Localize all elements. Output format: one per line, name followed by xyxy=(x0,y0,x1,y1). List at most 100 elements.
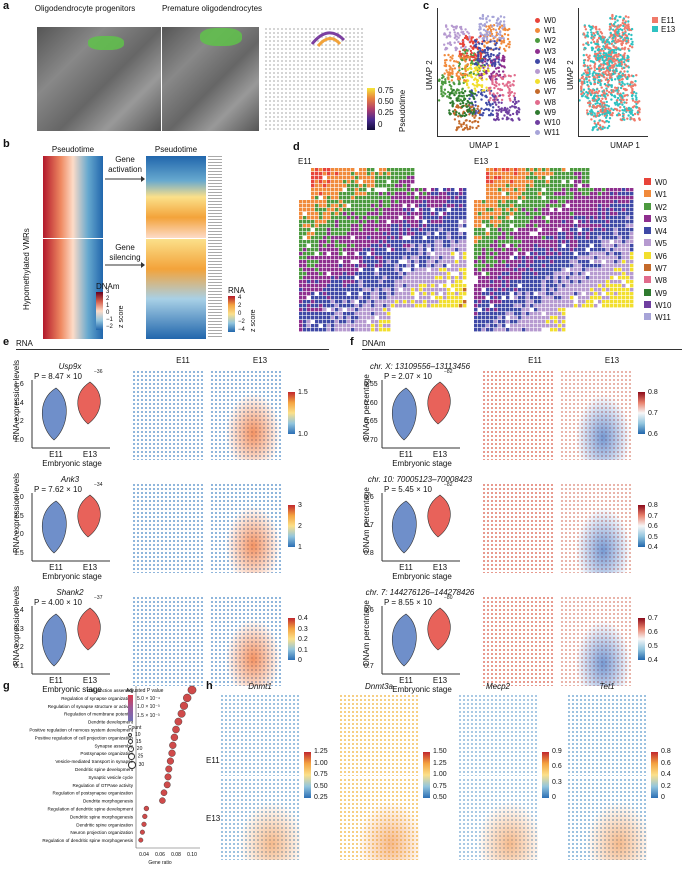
spot xyxy=(395,200,399,204)
umap-point xyxy=(451,57,454,60)
umap-point xyxy=(437,99,441,102)
umap-point xyxy=(476,105,480,108)
spot xyxy=(530,184,534,188)
spot xyxy=(550,320,554,324)
spot xyxy=(359,296,363,300)
spot xyxy=(375,276,379,280)
spot xyxy=(598,220,602,224)
spot xyxy=(574,184,578,188)
dnam-colorbar xyxy=(96,292,103,330)
spot xyxy=(586,292,590,296)
e11-swatch xyxy=(652,17,658,23)
umap-point xyxy=(502,70,505,73)
umap-point xyxy=(466,128,469,131)
legend-item: W1 xyxy=(535,26,560,36)
spot xyxy=(419,264,423,268)
spot xyxy=(335,304,339,308)
spot xyxy=(411,224,415,228)
spot xyxy=(331,308,335,312)
spot xyxy=(506,308,510,312)
spot xyxy=(606,216,610,220)
spot xyxy=(359,308,363,312)
umap-point xyxy=(615,101,619,104)
spot xyxy=(395,208,399,212)
umap-point xyxy=(465,36,469,39)
spot xyxy=(558,264,562,268)
b-right-title: Pseudotime xyxy=(154,145,198,154)
spot xyxy=(610,232,614,236)
spot xyxy=(574,272,578,276)
spot xyxy=(347,192,351,196)
spot xyxy=(371,180,375,184)
spot xyxy=(363,228,367,232)
legend-dot xyxy=(535,18,540,23)
spot xyxy=(538,184,542,188)
spot xyxy=(578,280,582,284)
umap-point xyxy=(460,28,463,31)
spot xyxy=(395,252,399,256)
umap-point xyxy=(461,101,465,105)
spot xyxy=(602,224,606,228)
spot xyxy=(550,212,554,216)
umap-point xyxy=(603,114,606,117)
spot xyxy=(427,256,431,260)
spot xyxy=(351,264,355,268)
spot xyxy=(411,236,415,240)
spot xyxy=(538,312,542,316)
spot xyxy=(630,216,634,220)
spot xyxy=(530,260,534,264)
spot xyxy=(486,252,490,256)
spot xyxy=(403,264,407,268)
spot xyxy=(518,172,522,176)
umap-point xyxy=(626,56,629,60)
spot xyxy=(534,224,538,228)
spot xyxy=(506,248,510,252)
spot xyxy=(566,284,570,288)
spot xyxy=(451,216,455,220)
spot xyxy=(391,252,395,256)
spot xyxy=(582,284,586,288)
umap-point xyxy=(622,66,626,69)
umap-point xyxy=(480,107,483,110)
spot xyxy=(355,272,359,276)
spot xyxy=(323,288,327,292)
spot xyxy=(359,284,363,288)
spot xyxy=(534,284,538,288)
umap-point xyxy=(631,43,634,46)
spot xyxy=(546,196,550,200)
spot xyxy=(379,172,383,176)
spot xyxy=(502,236,506,240)
spot xyxy=(578,268,582,272)
umap-point xyxy=(457,40,460,44)
spot xyxy=(415,220,419,224)
spot xyxy=(530,192,534,196)
b-ylabel: Hypomethylated VMRs xyxy=(22,228,31,310)
spot xyxy=(490,220,494,224)
spot xyxy=(526,320,530,324)
spot xyxy=(319,184,323,188)
spot xyxy=(514,248,518,252)
spot xyxy=(411,232,415,236)
spot xyxy=(323,172,327,176)
spot xyxy=(371,224,375,228)
umap-point xyxy=(468,97,471,101)
legend-item: W4 xyxy=(535,57,560,67)
umap-point xyxy=(464,119,468,122)
spot xyxy=(331,256,335,260)
rna-cbar-ticks: 4 2 0 −2 −4 xyxy=(238,294,245,334)
spot xyxy=(502,320,506,324)
umap-point xyxy=(587,43,590,47)
spot xyxy=(558,192,562,196)
spot xyxy=(542,220,546,224)
spot xyxy=(299,240,303,244)
spot xyxy=(319,168,323,172)
spot xyxy=(606,292,610,296)
spot xyxy=(582,236,586,240)
spot xyxy=(542,320,546,324)
spot xyxy=(307,268,311,272)
umap-point xyxy=(608,117,612,120)
spot xyxy=(299,248,303,252)
spot xyxy=(550,244,554,248)
umap-point xyxy=(586,71,590,75)
spot xyxy=(447,196,451,200)
